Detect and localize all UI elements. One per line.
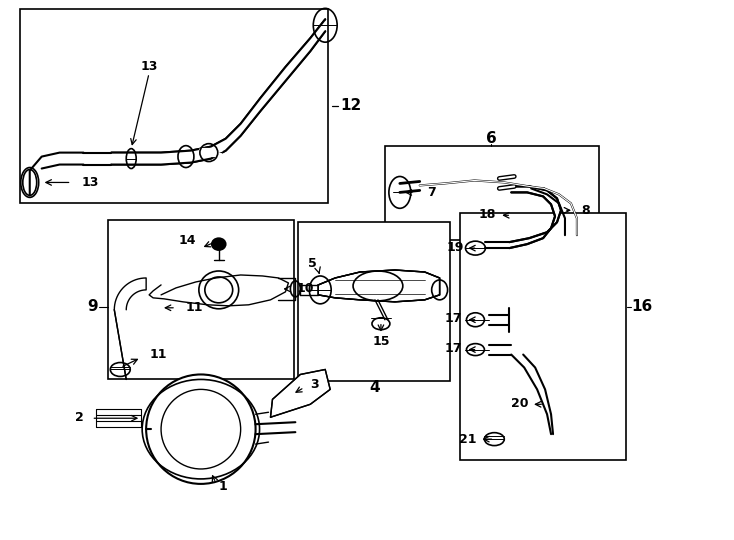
- Text: 16: 16: [632, 299, 653, 314]
- Polygon shape: [271, 369, 330, 417]
- Text: 9: 9: [87, 299, 98, 314]
- Text: 4: 4: [370, 380, 380, 395]
- Bar: [459, 213, 625, 460]
- Text: 8: 8: [581, 204, 589, 217]
- Text: 7: 7: [426, 186, 435, 199]
- Text: 13: 13: [81, 176, 99, 189]
- Text: 19: 19: [446, 241, 463, 254]
- Text: 20: 20: [511, 397, 528, 410]
- Circle shape: [161, 389, 241, 469]
- Bar: [385, 146, 599, 240]
- Text: 17: 17: [445, 312, 462, 325]
- Text: 17: 17: [445, 342, 462, 355]
- Text: 11: 11: [149, 348, 167, 361]
- Bar: [109, 220, 294, 380]
- Text: 14: 14: [178, 234, 196, 247]
- Text: 3: 3: [310, 378, 319, 391]
- Ellipse shape: [212, 238, 226, 250]
- Bar: [20, 9, 328, 204]
- Text: 18: 18: [479, 208, 496, 221]
- Text: 13: 13: [140, 59, 158, 72]
- Text: 2: 2: [75, 411, 84, 424]
- Text: 10: 10: [297, 282, 314, 295]
- Text: 11: 11: [186, 301, 203, 314]
- Text: 6: 6: [486, 131, 497, 146]
- Text: 12: 12: [340, 98, 361, 113]
- Circle shape: [146, 374, 255, 484]
- Text: 15: 15: [372, 335, 390, 348]
- Text: 21: 21: [459, 433, 476, 446]
- Polygon shape: [509, 186, 561, 248]
- Polygon shape: [319, 270, 440, 302]
- Text: 5: 5: [308, 256, 316, 269]
- Text: 1: 1: [219, 481, 228, 494]
- Bar: [298, 222, 449, 381]
- Polygon shape: [112, 19, 325, 165]
